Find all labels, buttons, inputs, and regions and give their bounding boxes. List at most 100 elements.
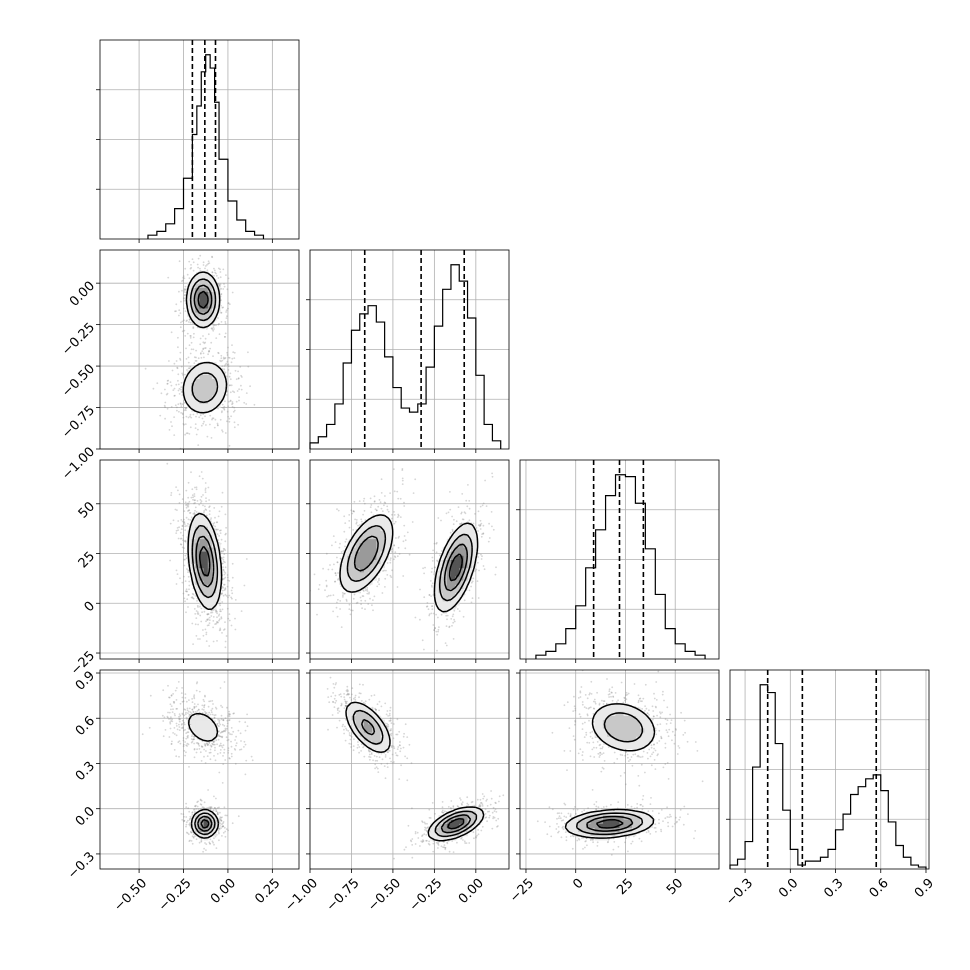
scatter-point (212, 326, 215, 328)
scatter-point (396, 490, 399, 493)
scatter-point (199, 638, 201, 640)
scatter-point (202, 634, 205, 637)
scatter-point (481, 533, 483, 535)
scatter-point (184, 529, 187, 532)
scatter-point (170, 331, 173, 334)
scatter-point (196, 263, 199, 266)
scatter-point (203, 807, 206, 809)
scatter-point (232, 712, 235, 715)
scatter-point (374, 508, 377, 511)
scatter-point (195, 705, 198, 708)
scatter-point (228, 357, 231, 359)
scatter-point (399, 516, 402, 518)
density-cell (216, 399, 221, 404)
scatter-point (451, 528, 454, 531)
scatter-point (199, 499, 202, 501)
density-cell (455, 542, 460, 548)
scatter-point (342, 594, 344, 597)
scatter-point (184, 373, 186, 376)
density-cell (343, 567, 348, 573)
scatter-point (396, 555, 399, 558)
scatter-point (462, 615, 465, 618)
scatter-point (468, 519, 471, 522)
scatter-point (480, 553, 482, 556)
scatter-point (186, 432, 189, 435)
density-cell (199, 592, 205, 598)
scatter-point (339, 600, 342, 602)
scatter-point (202, 629, 204, 631)
scatter-point (188, 766, 190, 768)
scatter-point (202, 504, 204, 507)
scatter-point (187, 518, 190, 521)
scatter-point (205, 640, 208, 642)
scatter-point (190, 741, 193, 744)
scatter-point (224, 587, 227, 589)
density-cell (459, 530, 464, 536)
scatter-point (208, 741, 211, 744)
density-cell (195, 407, 200, 413)
scatter-point (472, 522, 475, 525)
scatter-point (220, 617, 223, 620)
scatter-point (190, 596, 193, 599)
density-cell (363, 538, 369, 544)
scatter-point (166, 392, 169, 395)
density-cell (368, 538, 373, 544)
pair-frame-0-2 (99, 459, 300, 660)
scatter-point (214, 623, 217, 625)
density-cell (203, 390, 209, 396)
density-cell (203, 382, 209, 388)
scatter-point (217, 831, 220, 834)
scatter-point (378, 583, 380, 586)
scatter-point (166, 407, 169, 410)
scatter-point (163, 716, 166, 719)
scatter-point (200, 760, 203, 762)
scatter-point (224, 830, 227, 833)
scatter-point (475, 568, 478, 571)
density-cell (459, 551, 464, 556)
density-cell (203, 395, 209, 400)
scatter-point (182, 416, 185, 419)
scatter-point (225, 394, 228, 396)
density-cell (211, 283, 217, 288)
scatter-point (173, 749, 176, 751)
scatter-point (211, 271, 214, 274)
density-cell (359, 584, 365, 589)
scatter-point (429, 580, 432, 582)
scatter-point (195, 808, 198, 810)
scatter-point (456, 608, 459, 610)
scatter-point (175, 303, 178, 306)
scatter-point (202, 850, 205, 853)
density-cell (207, 534, 213, 540)
scatter-point (181, 279, 184, 282)
scatter-point (239, 366, 242, 368)
scatter-point (437, 616, 439, 619)
scatter-point (207, 260, 210, 263)
scatter-point (179, 351, 182, 354)
density-cell (442, 592, 448, 598)
density-cell (199, 386, 205, 392)
density-cell (203, 299, 209, 305)
scatter-point (178, 260, 181, 263)
density-cell (368, 563, 373, 569)
density-cell (438, 584, 444, 589)
scatter-point (221, 735, 224, 738)
scatter-point (195, 635, 198, 637)
scatter-point (219, 285, 221, 288)
scatter-point (223, 628, 226, 630)
density-cell (450, 563, 456, 569)
density-cell (363, 567, 369, 573)
scatter-point (233, 351, 236, 354)
density-cell (216, 395, 221, 400)
scatter-point (221, 403, 224, 406)
scatter-point (206, 742, 209, 745)
density-cell (463, 534, 468, 540)
scatter-point (233, 406, 236, 409)
scatter-point (190, 341, 193, 344)
scatter-point (182, 745, 185, 748)
scatter-point (372, 599, 374, 601)
scatter-point (222, 594, 225, 597)
scatter-point (171, 711, 174, 713)
density-cell (195, 584, 200, 589)
scatter-point (362, 595, 365, 597)
scatter-point (223, 405, 226, 408)
